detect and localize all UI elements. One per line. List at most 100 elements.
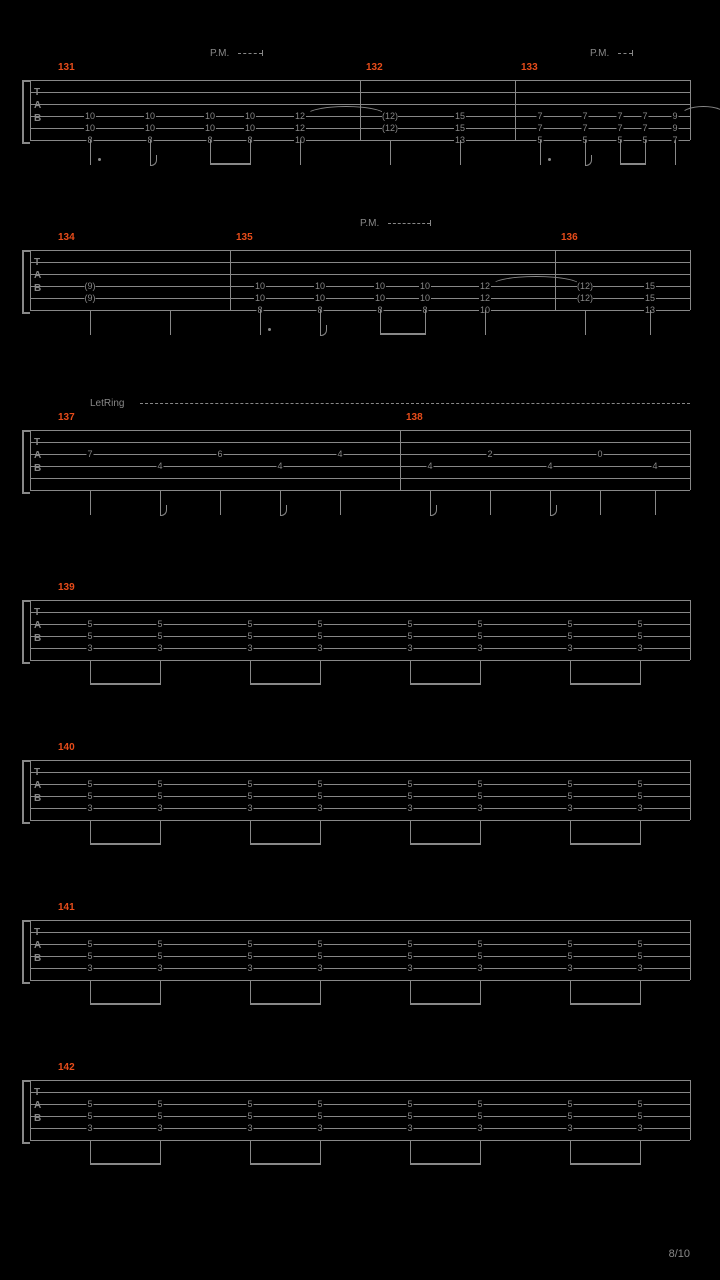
measure-number: 132 [366,62,383,73]
fret-number: (9) [85,293,96,303]
fret-number: 5 [406,619,413,629]
fret-number: 7 [581,111,588,121]
fret-number: 3 [566,803,573,813]
fret-number: 15 [454,111,466,121]
fret-number: (9) [85,281,96,291]
fret-number: 7 [536,123,543,133]
fret-number: 9 [671,111,678,121]
fret-number: 5 [636,791,643,801]
fret-number: 5 [156,939,163,949]
fret-number: 7 [581,123,588,133]
fret-number: 10 [419,293,431,303]
fret-number: 3 [566,643,573,653]
fret-number: 5 [476,1111,483,1121]
fret-number: 5 [316,619,323,629]
fret-number: 6 [216,449,223,459]
page-number: 8/10 [669,1248,690,1260]
fret-number: 3 [246,643,253,653]
fret-number: 3 [246,1123,253,1133]
fret-number: 5 [406,631,413,641]
measure-number: 134 [58,232,75,243]
fret-number: 3 [246,963,253,973]
fret-number: 10 [144,111,156,121]
fret-number: 4 [336,449,343,459]
fret-number: 15 [644,281,656,291]
fret-number: 12 [294,123,306,133]
fret-number: 4 [546,461,553,471]
fret-number: 10 [204,111,216,121]
fret-number: 3 [86,963,93,973]
fret-number: 5 [636,951,643,961]
fret-number: 5 [316,939,323,949]
fret-number: 10 [314,293,326,303]
fret-number: 3 [476,1123,483,1133]
fret-number: 5 [156,779,163,789]
technique-label: P.M. [210,48,229,59]
fret-number: 5 [406,1099,413,1109]
fret-number: 10 [254,281,266,291]
fret-number: 5 [406,951,413,961]
fret-number: 5 [246,791,253,801]
fret-number: 3 [316,963,323,973]
fret-number: 10 [244,111,256,121]
fret-number: 15 [644,293,656,303]
fret-number: 7 [536,111,543,121]
fret-number: 5 [636,619,643,629]
fret-number: 5 [636,939,643,949]
measure-number: 131 [58,62,75,73]
fret-number: 5 [316,1111,323,1121]
fret-number: 5 [636,1111,643,1121]
measure-number: 142 [58,1062,75,1073]
tab-system: TAB140553553553553553553553553 [30,760,690,860]
fret-number: 4 [276,461,283,471]
fret-number: 3 [476,963,483,973]
tab-system: TAB139553553553553553553553553 [30,600,690,700]
fret-number: 5 [316,631,323,641]
fret-number: 5 [246,779,253,789]
fret-number: 3 [316,1123,323,1133]
fret-number: 5 [86,619,93,629]
fret-number: 7 [641,123,648,133]
fret-number: 5 [406,779,413,789]
tab-system: TAB141553553553553553553553553 [30,920,690,1020]
fret-number: 10 [314,281,326,291]
measure-number: 138 [406,412,423,423]
measure-number: 141 [58,902,75,913]
fret-number: 10 [204,123,216,133]
fret-number: 5 [86,1111,93,1121]
fret-number: 3 [476,643,483,653]
fret-number: 5 [406,939,413,949]
fret-number: 10 [144,123,156,133]
fret-number: 5 [566,1111,573,1121]
fret-number: 5 [156,619,163,629]
technique-label: LetRing [90,398,124,409]
fret-number: 3 [566,1123,573,1133]
fret-number: 5 [86,791,93,801]
fret-number: 3 [566,963,573,973]
fret-number: 5 [636,779,643,789]
fret-number: 5 [86,939,93,949]
tab-system: TAB142553553553553553553553553 [30,1080,690,1180]
fret-number: 5 [566,939,573,949]
fret-number: 3 [156,1123,163,1133]
fret-number: 5 [246,619,253,629]
fret-number: 10 [374,281,386,291]
fret-number: (12) [577,293,593,303]
measure-number: 135 [236,232,253,243]
fret-number: 5 [566,619,573,629]
fret-number: (12) [577,281,593,291]
fret-number: 3 [636,1123,643,1133]
fret-number: 3 [636,643,643,653]
fret-number: 5 [476,619,483,629]
fret-number: 5 [476,1099,483,1109]
fret-number: 3 [406,963,413,973]
fret-number: 3 [156,643,163,653]
fret-number: 5 [86,631,93,641]
fret-number: 7 [641,111,648,121]
fret-number: 10 [84,111,96,121]
fret-number: 5 [316,779,323,789]
fret-number: 2 [486,449,493,459]
fret-number: 7 [86,449,93,459]
technique-label: P.M. [360,218,379,229]
fret-number: 12 [479,293,491,303]
